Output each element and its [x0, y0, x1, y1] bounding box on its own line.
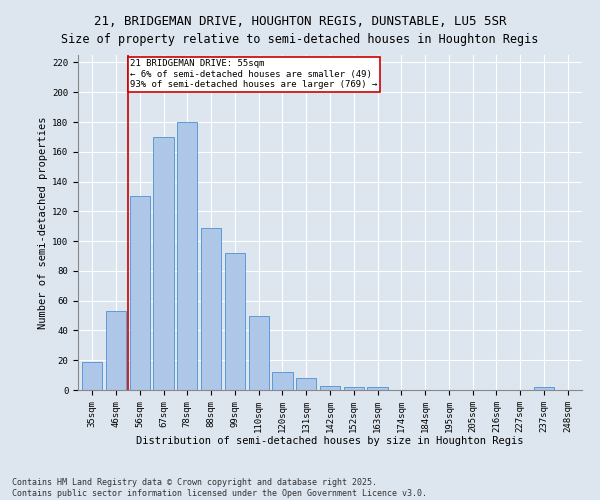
Text: Size of property relative to semi-detached houses in Houghton Regis: Size of property relative to semi-detach…: [61, 32, 539, 46]
Bar: [272, 372, 293, 390]
Bar: [130, 196, 150, 390]
Text: 21 BRIDGEMAN DRIVE: 55sqm
← 6% of semi-detached houses are smaller (49)
93% of s: 21 BRIDGEMAN DRIVE: 55sqm ← 6% of semi-d…: [130, 60, 377, 90]
X-axis label: Distribution of semi-detached houses by size in Houghton Regis: Distribution of semi-detached houses by …: [136, 436, 524, 446]
Bar: [344, 387, 364, 390]
Bar: [534, 387, 554, 390]
Bar: [320, 386, 340, 390]
Y-axis label: Number of semi-detached properties: Number of semi-detached properties: [38, 116, 48, 329]
Bar: [225, 253, 245, 390]
Bar: [367, 387, 388, 390]
Bar: [177, 122, 197, 390]
Text: Contains HM Land Registry data © Crown copyright and database right 2025.
Contai: Contains HM Land Registry data © Crown c…: [12, 478, 427, 498]
Bar: [201, 228, 221, 390]
Bar: [248, 316, 269, 390]
Bar: [106, 311, 126, 390]
Bar: [154, 137, 173, 390]
Bar: [82, 362, 103, 390]
Text: 21, BRIDGEMAN DRIVE, HOUGHTON REGIS, DUNSTABLE, LU5 5SR: 21, BRIDGEMAN DRIVE, HOUGHTON REGIS, DUN…: [94, 15, 506, 28]
Bar: [296, 378, 316, 390]
